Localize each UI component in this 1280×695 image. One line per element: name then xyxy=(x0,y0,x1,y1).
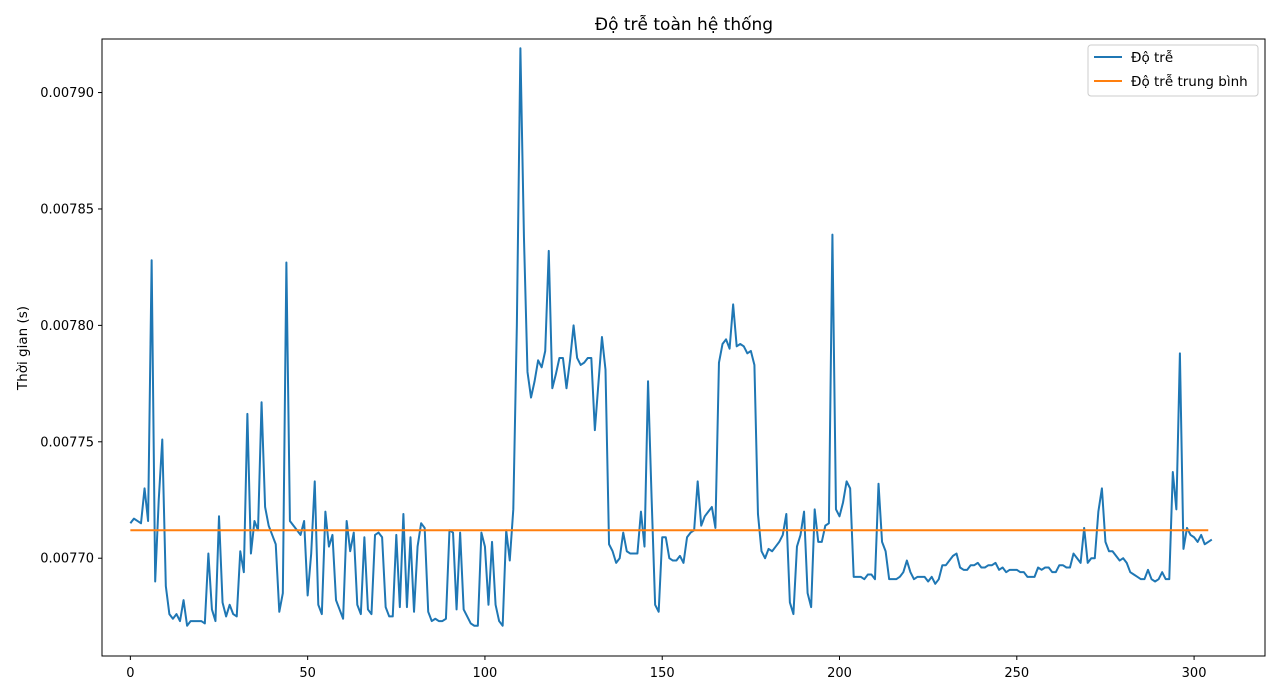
y-tick-label: 0.00775 xyxy=(40,435,94,450)
legend-label-latency: Độ trễ xyxy=(1131,49,1173,66)
x-tick-label: 250 xyxy=(1004,666,1029,681)
x-tick-label: 0 xyxy=(126,666,134,681)
chart-title: Độ trễ toàn hệ thống xyxy=(595,14,773,35)
x-axis: 0 50 100 150 200 250 300 xyxy=(126,656,1206,681)
x-tick-label: 100 xyxy=(473,666,498,681)
x-tick-label: 200 xyxy=(827,666,852,681)
x-tick-label: 150 xyxy=(650,666,675,681)
latency-series-line xyxy=(129,47,1213,627)
y-tick-label: 0.00770 xyxy=(40,552,94,567)
plot-frame xyxy=(101,38,1266,657)
series-group xyxy=(129,47,1213,627)
y-tick-label: 0.00780 xyxy=(40,319,94,334)
y-tick-label: 0.00790 xyxy=(40,86,94,101)
legend-box xyxy=(1087,44,1259,97)
y-axis: 0.00770 0.00775 0.00780 0.00785 0.00790 xyxy=(40,86,102,567)
y-tick-label: 0.00785 xyxy=(40,202,94,217)
legend-label-average: Độ trễ trung bình xyxy=(1131,73,1248,90)
y-axis-label: Thời gian (s) xyxy=(15,306,31,391)
plot-area xyxy=(101,38,1266,657)
legend: Độ trễ Độ trễ trung bình xyxy=(1087,44,1259,97)
x-tick-label: 300 xyxy=(1182,666,1207,681)
x-tick-label: 50 xyxy=(299,666,316,681)
